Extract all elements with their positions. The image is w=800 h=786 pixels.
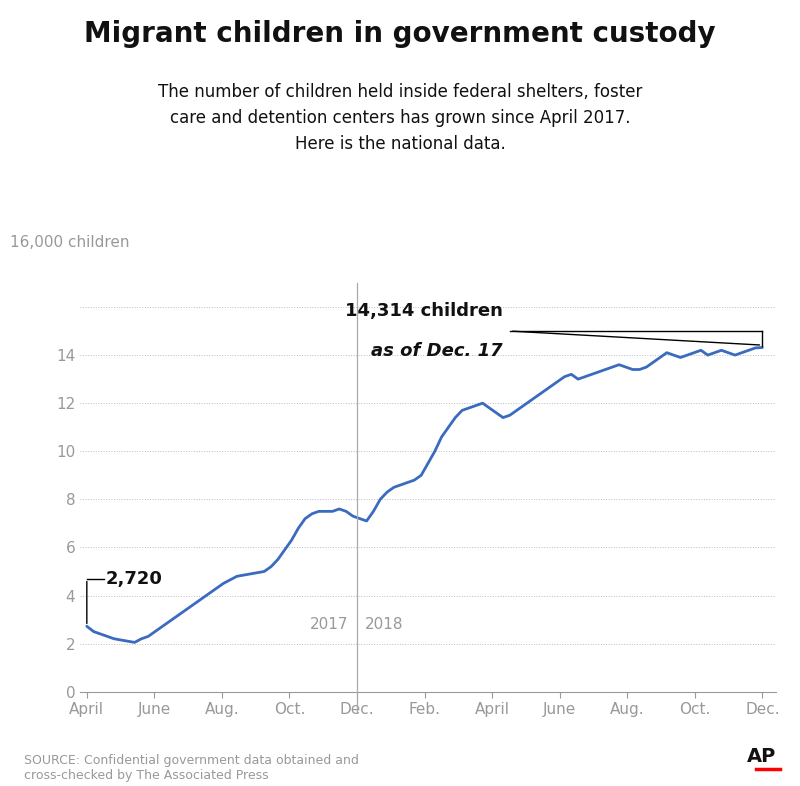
Text: 2,720: 2,720 (106, 570, 163, 588)
Text: Migrant children in government custody: Migrant children in government custody (84, 20, 716, 48)
Text: as of Dec. 17: as of Dec. 17 (371, 342, 503, 360)
Text: 2018: 2018 (366, 617, 404, 632)
Text: 2017: 2017 (310, 617, 349, 632)
Text: The number of children held inside federal shelters, foster
care and detention c: The number of children held inside feder… (158, 83, 642, 153)
Text: 16,000 children: 16,000 children (10, 235, 130, 250)
Text: AP: AP (746, 747, 776, 766)
Text: SOURCE: Confidential government data obtained and
cross-checked by The Associate: SOURCE: Confidential government data obt… (24, 754, 359, 782)
Text: 14,314 children: 14,314 children (345, 303, 503, 320)
